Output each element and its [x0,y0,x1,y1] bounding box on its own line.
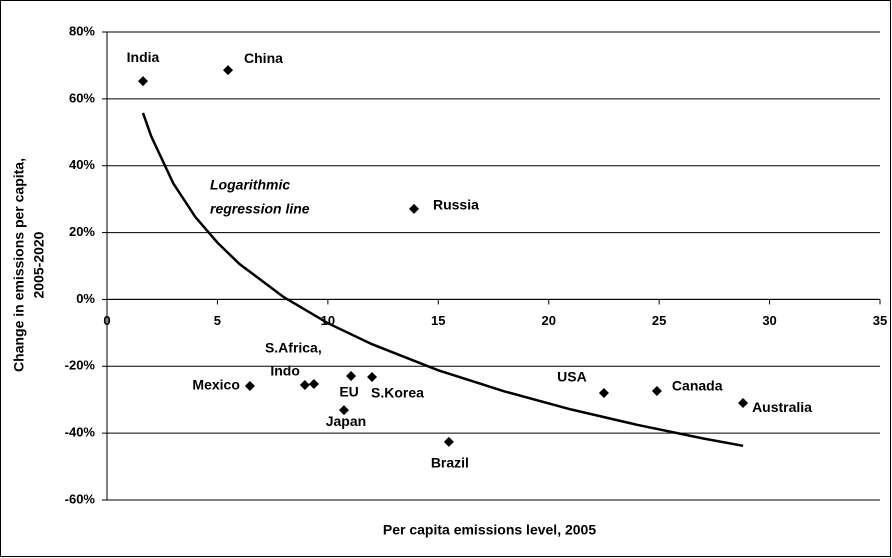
point-label: Japan [326,413,366,429]
data-point [598,388,609,399]
y-tick-label: 80% [69,23,95,38]
y-tick-label: -20% [65,358,96,373]
point-label: S.Africa, [265,340,322,356]
annotation: regression line [210,201,310,217]
data-point [299,380,310,391]
y-tick-label: 0% [76,291,95,306]
point-label: Canada [672,378,723,394]
data-point [738,398,749,409]
data-point [244,381,255,392]
y-axis-label: Change in emissions per capita, [11,158,27,372]
point-label: Australia [752,399,812,415]
point-label: Brazil [431,455,469,471]
point-label: USA [557,369,587,385]
y-tick-label: 40% [69,157,95,172]
data-point [223,65,234,76]
point-label: India [127,49,160,65]
x-tick-label: 0 [103,313,110,328]
data-point [367,371,378,382]
x-tick-label: 30 [762,313,776,328]
point-label: S.Korea [371,385,424,401]
x-tick-label: 35 [873,313,887,328]
y-tick-label: -60% [65,491,96,506]
y-axis-label: 2005-2020 [31,231,47,298]
data-point [346,370,357,381]
annotation: Logarithmic [210,177,290,193]
data-point [338,405,349,416]
y-tick-label: 20% [69,224,95,239]
point-label: Russia [433,197,479,213]
x-axis-label: Per capita emissions level, 2005 [383,522,596,538]
x-tick-label: 15 [431,313,445,328]
data-point [308,379,319,390]
x-tick-label: 25 [652,313,666,328]
y-tick-label: 60% [69,90,95,105]
y-tick-label: -40% [65,425,96,440]
regression-line [141,112,744,448]
point-label: EU [339,384,358,400]
point-label: China [244,50,283,66]
x-tick-label: 5 [214,313,221,328]
data-point [443,436,454,447]
data-point [408,203,419,214]
x-tick-label: 20 [541,313,555,328]
data-point [651,386,662,397]
point-label: Mexico [192,377,239,393]
data-point [137,76,148,87]
point-label: Indo [270,363,300,379]
